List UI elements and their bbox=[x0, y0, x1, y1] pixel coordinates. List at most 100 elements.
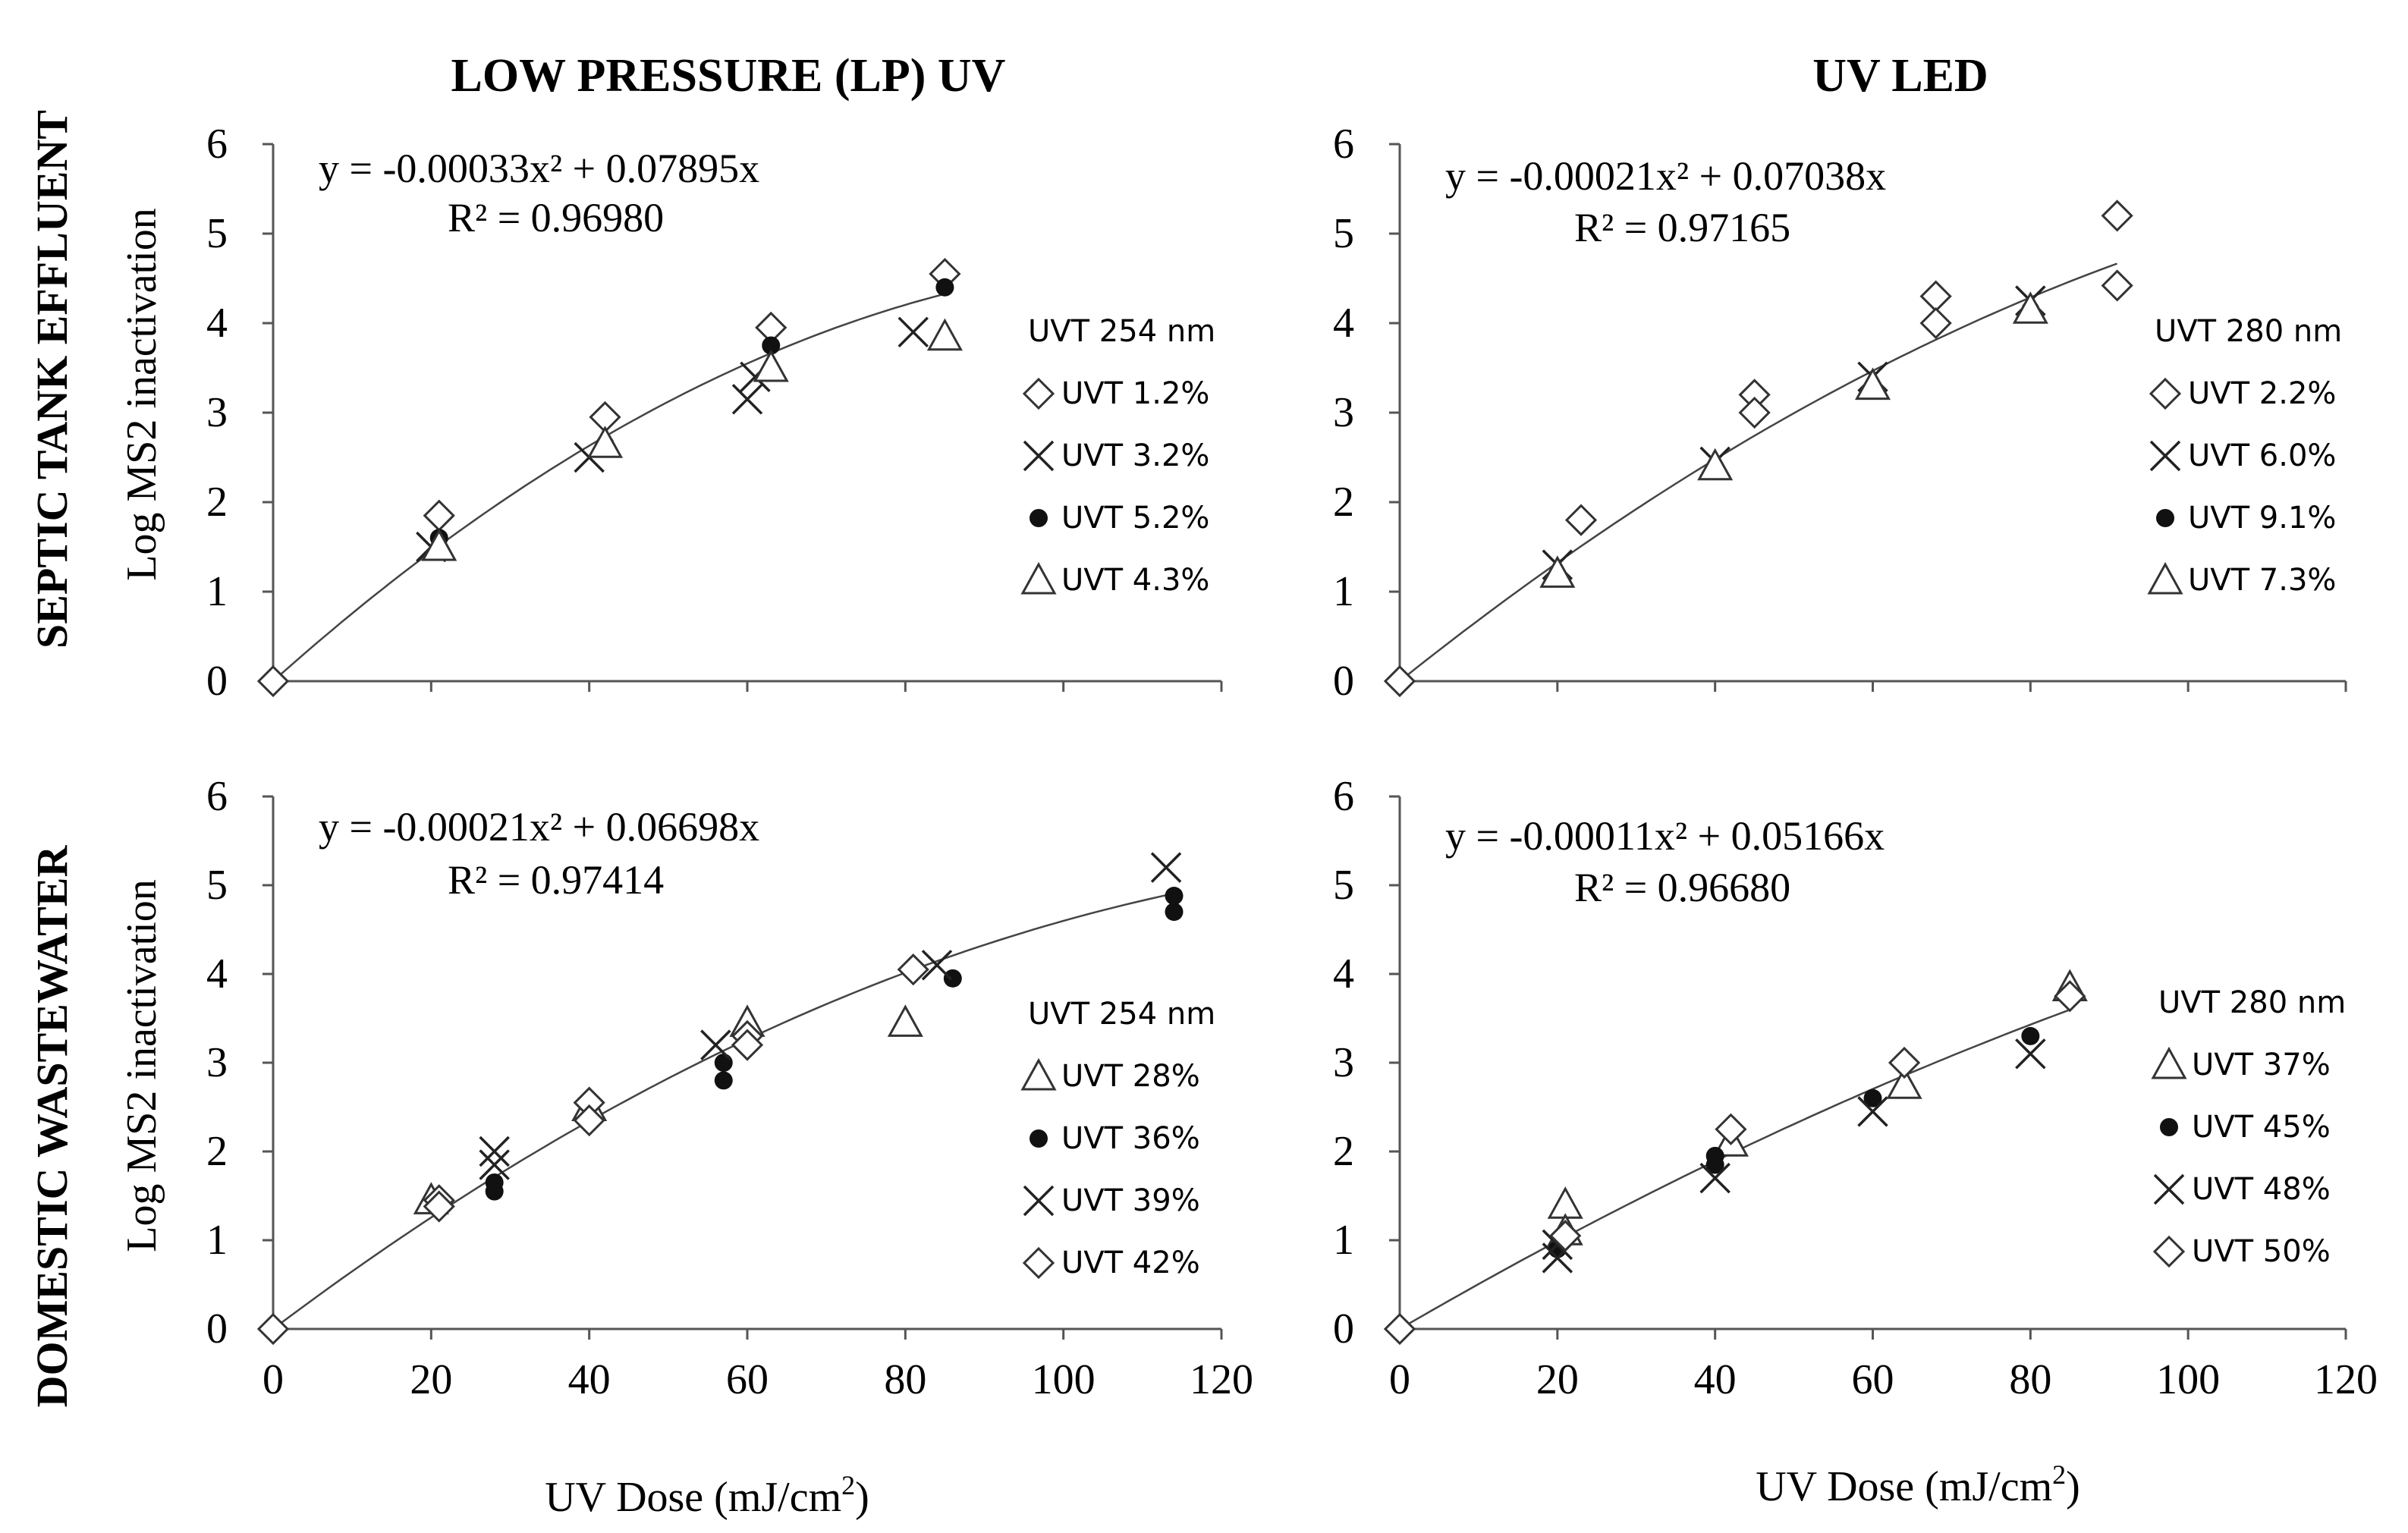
y-tick-label: 4 bbox=[1333, 300, 1354, 347]
data-point-diamond bbox=[731, 1029, 764, 1061]
legend-label: UVT 3.2% bbox=[1061, 438, 1209, 473]
y-tick-label: 5 bbox=[1333, 210, 1354, 257]
data-point-diamond bbox=[1738, 396, 1771, 429]
r-squared: R² = 0.97414 bbox=[448, 857, 664, 903]
data-point-cross bbox=[1150, 852, 1182, 883]
row-title-septic: SEPTIC TANK EFFLUENT bbox=[27, 110, 77, 649]
y-tick-label: 6 bbox=[206, 121, 228, 168]
y-tick-label: 1 bbox=[206, 568, 228, 615]
data-point-cross bbox=[700, 1029, 731, 1060]
y-tick-label: 6 bbox=[1333, 773, 1354, 820]
legend-label: UVT 28% bbox=[1061, 1059, 1200, 1094]
data-point-triangle bbox=[2012, 291, 2048, 324]
y-tick-label: 2 bbox=[1333, 479, 1354, 526]
data-point-dot bbox=[1863, 1088, 1882, 1107]
y-tick-label: 2 bbox=[206, 479, 228, 526]
x-tick-label: 80 bbox=[2009, 1356, 2051, 1403]
data-point-diamond bbox=[573, 1104, 605, 1137]
chart-panel-2: 0 1 2 3 4 5 6 y = -0.00021x² + 0.07038x R² = 0.9… bbox=[1333, 121, 2347, 705]
y-tick-label: 6 bbox=[1333, 121, 1354, 168]
fit-curve bbox=[272, 891, 1183, 1330]
x-tick-label: 40 bbox=[1694, 1356, 1737, 1403]
data-point-dot bbox=[2021, 1026, 2040, 1045]
r-squared: R² = 0.97165 bbox=[1574, 205, 1790, 250]
legend-marker-cross bbox=[2149, 440, 2181, 472]
x-tick-label: 80 bbox=[884, 1356, 926, 1403]
legend-marker-triangle bbox=[1020, 561, 1057, 595]
y-tick-label: 3 bbox=[206, 1039, 228, 1086]
y-tick-label: 0 bbox=[1333, 1305, 1354, 1352]
data-point-diamond bbox=[897, 953, 929, 986]
legend-label: UVT 7.3% bbox=[2188, 563, 2336, 598]
data-point-dot bbox=[762, 336, 781, 355]
col-title-uv-led: UV LED bbox=[1812, 50, 1988, 102]
fit-equation: y = -0.00033x² + 0.07895x bbox=[319, 146, 759, 191]
data-point-diamond bbox=[423, 1190, 455, 1223]
fit-equation: y = -0.00021x² + 0.06698x bbox=[319, 804, 759, 850]
y-tick-label: 3 bbox=[1333, 389, 1354, 436]
row-title-domestic: DOMESTIC WASTEWATER bbox=[27, 845, 77, 1408]
legend-label: UVT 45% bbox=[2192, 1110, 2331, 1145]
y-tick-label: 3 bbox=[1333, 1039, 1354, 1086]
y-axis-label-top: Log MS2 inactivation bbox=[118, 208, 165, 581]
legend-label: UVT 39% bbox=[1061, 1183, 1200, 1218]
data-point-diamond bbox=[1383, 1312, 1416, 1346]
fit-curve bbox=[272, 293, 945, 682]
y-tick-label: 5 bbox=[206, 862, 228, 909]
legend-label: UVT 1.2% bbox=[1061, 376, 1209, 411]
legend-marker-diamond bbox=[1022, 1246, 1055, 1280]
data-point-cross bbox=[897, 316, 929, 348]
legend-marker-triangle bbox=[2151, 1046, 2187, 1079]
data-point-diamond bbox=[423, 499, 455, 532]
data-point-diamond bbox=[1919, 306, 1952, 340]
fit-equation: y = -0.00011x² + 0.05166x bbox=[1445, 813, 1885, 859]
data-point-dot bbox=[714, 1071, 733, 1090]
y-tick-label: 0 bbox=[1333, 658, 1354, 705]
data-point-triangle bbox=[753, 349, 789, 382]
legend-marker-diamond bbox=[2149, 377, 2182, 410]
x-tick-label: 20 bbox=[1536, 1356, 1579, 1403]
data-point-diamond bbox=[256, 664, 290, 698]
data-point-diamond bbox=[256, 1312, 290, 1346]
x-axis-label-left: UV Dose (mJ/cm2) bbox=[545, 1470, 869, 1521]
data-point-dot bbox=[714, 1054, 733, 1072]
y-tick-label: 4 bbox=[206, 300, 228, 347]
data-point-cross bbox=[1857, 1096, 1888, 1127]
data-point-cross bbox=[2015, 1038, 2046, 1070]
x-tick-label: 120 bbox=[2314, 1356, 2378, 1403]
data-point-diamond bbox=[1888, 1046, 1921, 1079]
y-tick-label: 1 bbox=[1333, 1217, 1354, 1264]
data-point-diamond bbox=[1383, 664, 1416, 698]
data-point-dot bbox=[1165, 887, 1184, 906]
legend-label: UVT 6.0% bbox=[2188, 438, 2336, 473]
y-tick-label: 0 bbox=[206, 1305, 228, 1352]
y-axis-label-bottom: Log MS2 inactivation bbox=[118, 879, 165, 1252]
y-tick-label: 0 bbox=[206, 658, 228, 705]
data-point-triangle bbox=[1854, 367, 1891, 401]
legend-title: UVT 254 nm bbox=[1028, 997, 1215, 1032]
x-tick-label: 60 bbox=[726, 1356, 769, 1403]
legend-title: UVT 280 nm bbox=[2158, 985, 2346, 1020]
data-point-triangle bbox=[1697, 448, 1734, 481]
data-point-cross bbox=[731, 384, 763, 415]
x-tick-label: 0 bbox=[262, 1356, 284, 1403]
legend-label: UVT 37% bbox=[2192, 1048, 2331, 1082]
data-point-dot bbox=[1165, 903, 1184, 922]
legend-label: UVT 9.1% bbox=[2188, 501, 2336, 536]
y-tick-label: 4 bbox=[206, 950, 228, 997]
legend-label: UVT 5.2% bbox=[1061, 501, 1209, 536]
y-tick-label: 2 bbox=[1333, 1128, 1354, 1175]
x-tick-label: 0 bbox=[1389, 1356, 1410, 1403]
data-point-triangle bbox=[421, 528, 457, 561]
legend-label: UVT 42% bbox=[1061, 1246, 1200, 1280]
x-tick-label: 20 bbox=[410, 1356, 452, 1403]
y-tick-label: 4 bbox=[1333, 950, 1354, 997]
fit-curve bbox=[1399, 1009, 2070, 1330]
legend-label: UVT 2.2% bbox=[2188, 376, 2336, 411]
data-point-dot bbox=[485, 1173, 504, 1192]
r-squared: R² = 0.96680 bbox=[1574, 865, 1790, 910]
col-title-lp-uv: LOW PRESSURE (LP) UV bbox=[451, 50, 1006, 102]
data-point-triangle bbox=[1886, 1067, 1922, 1099]
data-point-triangle bbox=[586, 426, 624, 458]
